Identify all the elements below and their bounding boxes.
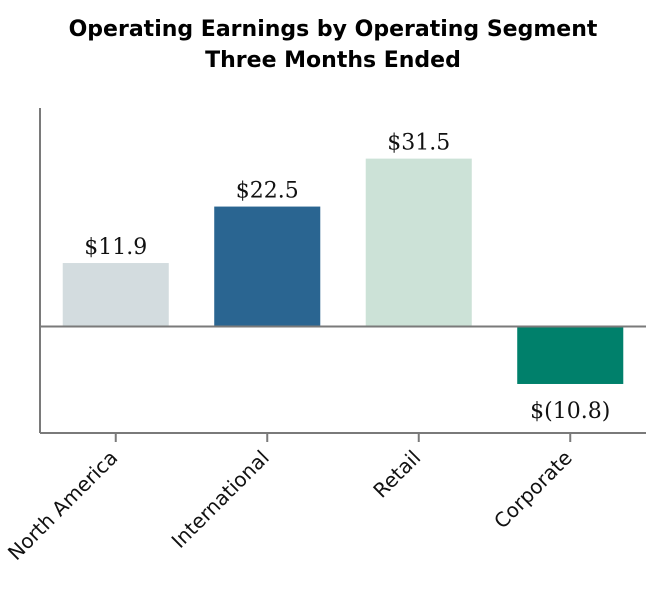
data-label-corporate: $(10.8)	[530, 399, 610, 424]
ticks-layer	[114, 433, 572, 442]
x-tick-label-retail: Retail	[368, 446, 425, 503]
x-tick-label-corporate: Corporate	[489, 446, 577, 534]
bar-retail	[365, 158, 472, 327]
bar-north-america	[62, 263, 169, 327]
chart-title-block: Operating Earnings by Operating Segment …	[0, 14, 666, 76]
bar-corporate	[517, 326, 624, 384]
bar-international	[214, 206, 321, 327]
bars-layer	[62, 158, 624, 384]
data-label-north-america: $11.9	[84, 235, 147, 260]
x-tick-label-international: International	[167, 446, 274, 553]
chart-title: Operating Earnings by Operating Segment	[68, 17, 598, 42]
chart-subtitle: Three Months Ended	[205, 48, 461, 73]
data-label-international: $22.5	[236, 179, 299, 204]
x-tick-label-north-america: North America	[3, 446, 122, 565]
data-label-retail: $31.5	[387, 131, 450, 156]
